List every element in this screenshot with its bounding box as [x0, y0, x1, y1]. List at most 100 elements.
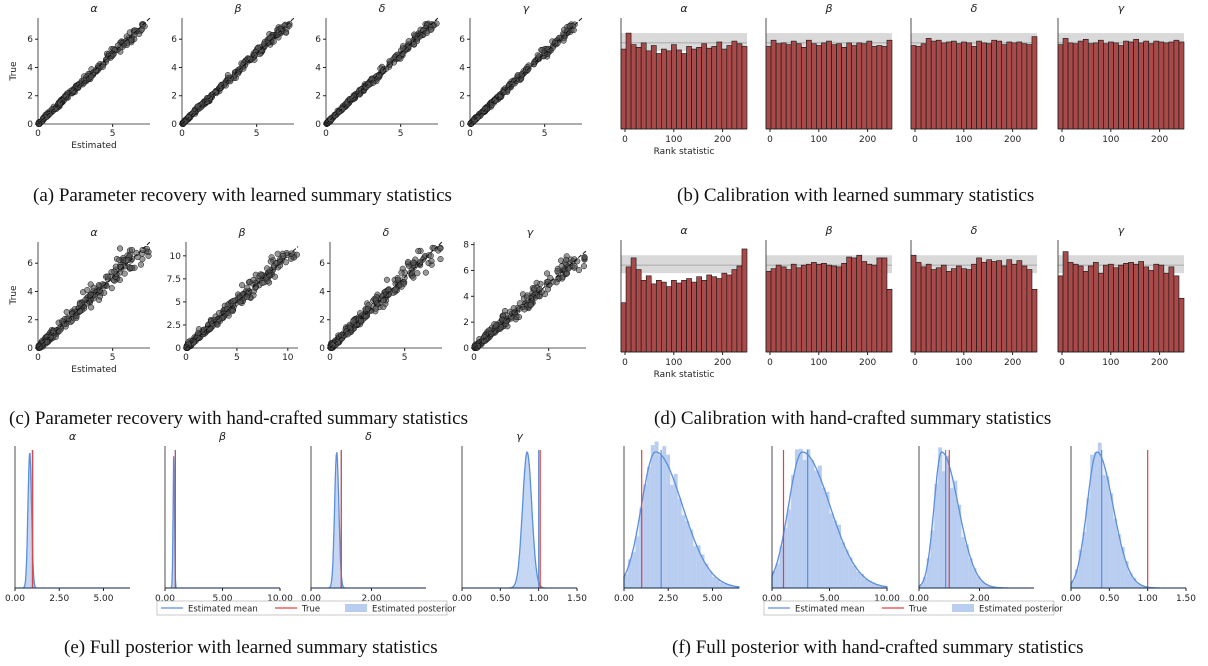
panel-d-1-bar	[696, 276, 702, 353]
panel-f-1-hist-bar	[673, 473, 678, 588]
panel-a-2-point	[217, 82, 225, 89]
panel-c-1-point	[69, 310, 76, 317]
panel-b-2-bar	[770, 39, 777, 130]
panel-f-1-hist-bar	[631, 552, 636, 588]
panel-b-2-bar	[846, 42, 852, 130]
panel-d-4-x-tick-label: 0	[1059, 358, 1065, 368]
panel-a-1-x-tick-label: 0	[35, 129, 41, 139]
panel-b-2-bar	[821, 42, 827, 130]
panel-d-3-bar	[951, 268, 957, 353]
panel-f-1-hist-bar	[689, 529, 693, 588]
panel-b-3-bar	[1001, 44, 1008, 130]
panel-c-3-point	[357, 310, 364, 317]
panel-b-3-bar	[1026, 44, 1033, 130]
legend-e	[156, 600, 448, 616]
panel-c-3-point	[414, 270, 421, 277]
panel-d-3-bar	[991, 261, 997, 353]
panel-b-2-bar	[775, 43, 782, 130]
panel-f-1-hist-bar	[708, 571, 713, 588]
panel-b-4-bar	[1082, 39, 1089, 130]
panel-a-3-point	[416, 33, 423, 40]
panel-a-4-y-tick-label: 4	[459, 63, 465, 73]
panel-f-3-posterior-kde	[918, 451, 1034, 589]
panel-a-3-y-tick-label: 6	[315, 35, 321, 45]
panel-f-4-hist-bar	[1090, 454, 1094, 588]
panel-d-1-bar	[630, 257, 637, 353]
panel-d-2-bar	[871, 264, 878, 353]
panel-a-1-point	[138, 26, 145, 33]
panel-f-3-hist-bar	[922, 577, 927, 588]
panel-d-1-title: α	[680, 224, 688, 237]
panel-a-1-point	[93, 67, 100, 74]
panel-f-2-hist-bar	[860, 573, 864, 588]
panel-d-3-bar	[1031, 288, 1038, 353]
panel-d-4-bar	[1062, 251, 1069, 353]
panel-c-1-y-label: True	[9, 285, 19, 306]
panel-c-4-point	[531, 285, 538, 292]
panel-c-1-x-label: Estimated	[71, 365, 116, 375]
panel-b-2-bar	[780, 42, 787, 130]
panel-b-2-bar	[851, 45, 858, 130]
panel-c-3-point	[398, 269, 405, 276]
panel-d-1-x-tick-label: 100	[665, 358, 682, 368]
panel-c-2-point	[244, 293, 251, 301]
panel-f-3-hist-bar	[980, 581, 985, 588]
panel-d-1-bar	[640, 280, 647, 353]
panel-d-4-bar	[1108, 263, 1114, 353]
panel-b-2-bar	[886, 39, 893, 130]
panel-b-2-bar	[831, 44, 837, 130]
panel-c-3-identity-line	[329, 241, 443, 349]
panel-f-4-hist-bar	[1094, 452, 1098, 588]
panel-d-1-bar	[691, 281, 697, 353]
panel-b-3-bar	[910, 45, 917, 130]
panel-f-1-hist-bar	[704, 563, 709, 588]
panel-b-2-x-tick-label: 200	[859, 135, 876, 145]
panel-c-4-point	[581, 254, 588, 261]
panel-b-1-bar	[716, 41, 723, 130]
panel-e-1-x-tick-label: 5.00	[93, 594, 113, 604]
panel-b-2-bar	[806, 39, 812, 130]
panel-f-1-hist-bar	[624, 574, 628, 588]
panel-c-1-point	[87, 281, 94, 288]
panel-c-4-point	[481, 337, 488, 345]
panel-c-1-point	[108, 285, 115, 292]
panel-f-1-hist-bar	[712, 577, 716, 588]
legend-e-label: Estimated mean	[188, 605, 258, 615]
panel-a-4-x-tick-label: 0	[467, 129, 473, 139]
panel-d-4-bar	[1087, 265, 1094, 353]
panel-b-3-bar	[971, 46, 977, 130]
panel-d-2-bar	[826, 264, 832, 353]
panel-f-2-hist-bar	[864, 578, 868, 588]
panel-d-2-x-tick-label: 200	[859, 358, 876, 368]
panel-f-4-x-tick-label: 1.50	[1176, 594, 1196, 604]
panel-c-1-x-tick-label: 5	[110, 353, 116, 363]
panel-d-3-bar	[1006, 259, 1013, 353]
panel-b-3-bar	[915, 46, 922, 130]
panel-a-2-point	[278, 25, 285, 33]
panel-f-2-hist-bar	[883, 586, 887, 588]
panel-c-4-point	[513, 314, 520, 321]
panel-b-4-title: γ	[1118, 2, 1125, 15]
panel-e-4-x-tick-label: 0.50	[490, 594, 510, 604]
panel-c-4-point	[563, 256, 570, 263]
panel-c-1-point	[61, 321, 68, 328]
panel-b-1-bar	[696, 47, 702, 130]
panel-d-3-bar	[1001, 265, 1008, 353]
panel-c-3-point	[407, 269, 414, 277]
panel-f-3-hist-bar	[957, 504, 962, 588]
panel-c-2-identity-line	[185, 246, 299, 349]
panel-f-4-hist-bar	[1124, 561, 1129, 588]
panel-a-1-y-tick-label: 6	[27, 35, 33, 45]
panel-d-1-bar	[671, 280, 677, 353]
panel-d-1-bar	[736, 265, 743, 353]
panel-f-2-hist-bar	[775, 563, 780, 588]
panel-b-3-bar	[1006, 41, 1013, 130]
panel-f-3-hist-bar	[934, 483, 939, 588]
panel-a-4-point	[504, 87, 511, 94]
panel-b-1-bar	[661, 48, 667, 130]
panel-f-1-hist-bar	[731, 585, 736, 588]
panel-c-1-point	[84, 286, 91, 294]
panel-e-1-x-tick-label: 0.00	[5, 594, 25, 604]
panel-d-1-bar	[681, 280, 687, 353]
panel-b-2-bar	[881, 46, 888, 130]
